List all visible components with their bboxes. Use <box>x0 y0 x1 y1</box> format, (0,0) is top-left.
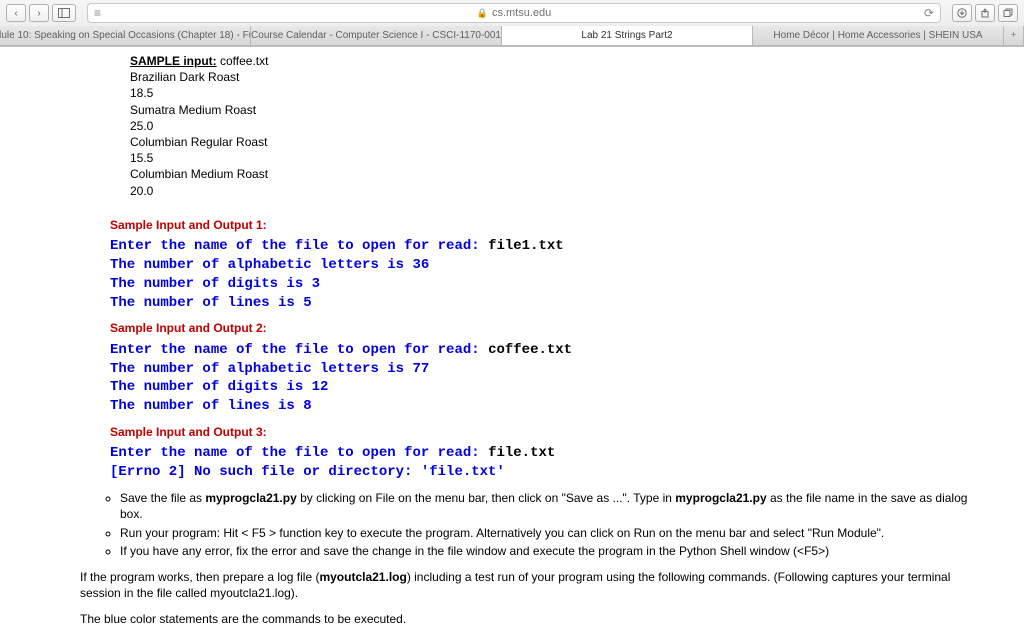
tab-1[interactable]: Course Calendar - Computer Science I - C… <box>251 26 502 45</box>
bullet-3: If you have any error, fix the error and… <box>120 543 974 559</box>
instruction-bullets: Save the file as myprogcla21.py by click… <box>120 490 974 559</box>
terminal-3: Enter the name of the file to open for r… <box>110 444 974 482</box>
sample-input-filename: coffee.txt <box>220 54 268 68</box>
url-host: cs.mtsu.edu <box>492 7 551 19</box>
share-button[interactable] <box>975 4 995 22</box>
tab-0[interactable]: Module 10: Speaking on Special Occasions… <box>0 26 251 45</box>
terminal-2: Enter the name of the file to open for r… <box>110 341 974 417</box>
sidebar-button[interactable] <box>52 4 76 22</box>
reader-icon[interactable]: ≡ <box>94 6 101 20</box>
bullet-2: Run your program: Hit < F5 > function ke… <box>120 525 974 541</box>
new-tab-button[interactable]: + <box>1004 26 1024 45</box>
sample-input-line: 20.0 <box>130 183 974 199</box>
sample-input-block: SAMPLE input: coffee.txt Brazilian Dark … <box>130 53 974 199</box>
io-heading-1: Sample Input and Output 1: <box>110 217 974 233</box>
forward-button[interactable]: › <box>29 4 49 22</box>
lock-icon: 🔒 <box>477 8 488 19</box>
para-blue: The blue color statements are the comman… <box>80 611 974 627</box>
terminal-1: Enter the name of the file to open for r… <box>110 237 974 313</box>
tab-2[interactable]: Lab 21 Strings Part2 <box>502 26 753 45</box>
tabs-button[interactable] <box>998 4 1018 22</box>
sample-input-line: Columbian Regular Roast <box>130 134 974 150</box>
back-button[interactable]: ‹ <box>6 4 26 22</box>
toolbar: ‹ › ≡ 🔒 cs.mtsu.edu ⟳ <box>0 0 1024 26</box>
sample-input-header: SAMPLE input: coffee.txt <box>130 53 974 69</box>
sample-input-label: SAMPLE input: <box>130 54 217 68</box>
sample-input-line: Brazilian Dark Roast <box>130 69 974 85</box>
browser-chrome: ‹ › ≡ 🔒 cs.mtsu.edu ⟳ Module 10: Speakin… <box>0 0 1024 47</box>
para-logfile: If the program works, then prepare a log… <box>80 569 974 601</box>
toolbar-right <box>952 4 1018 22</box>
tabs-bar: Module 10: Speaking on Special Occasions… <box>0 26 1024 46</box>
tab-3[interactable]: Home Décor | Home Accessories | SHEIN US… <box>753 26 1004 45</box>
url-bar[interactable]: ≡ 🔒 cs.mtsu.edu ⟳ <box>87 3 941 23</box>
sample-input-line: 18.5 <box>130 85 974 101</box>
bullet-1: Save the file as myprogcla21.py by click… <box>120 490 974 522</box>
reload-icon[interactable]: ⟳ <box>924 6 934 20</box>
io-heading-2: Sample Input and Output 2: <box>110 320 974 336</box>
io-heading-3: Sample Input and Output 3: <box>110 424 974 440</box>
page-content: SAMPLE input: coffee.txt Brazilian Dark … <box>0 47 1024 637</box>
sample-input-line: 25.0 <box>130 118 974 134</box>
download-button[interactable] <box>952 4 972 22</box>
sample-input-line: Columbian Medium Roast <box>130 166 974 182</box>
sample-input-line: Sumatra Medium Roast <box>130 102 974 118</box>
sample-input-line: 15.5 <box>130 150 974 166</box>
